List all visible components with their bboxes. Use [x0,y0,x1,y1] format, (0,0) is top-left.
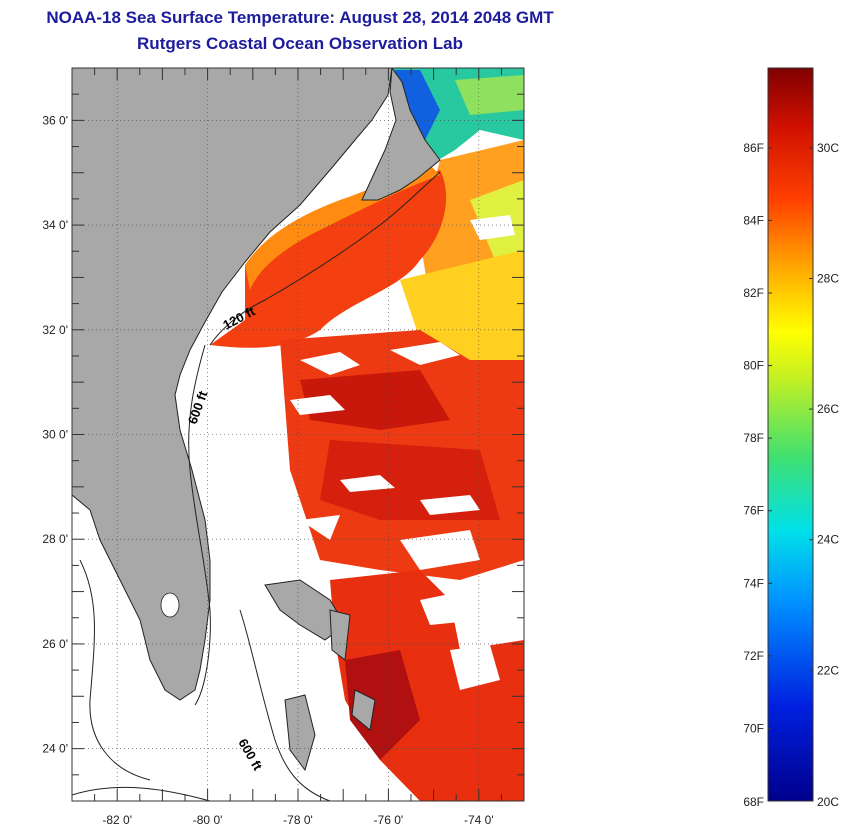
isobath-600ft-bahamas [239,609,331,801]
cloud-gap [390,342,460,365]
sst-south-hot [345,650,420,760]
colorbar-label-f: 78F [743,431,764,445]
land-outer-banks [361,68,441,201]
colorbar-label-f: 68F [743,795,764,809]
colorbar-label-f: 84F [743,213,764,227]
lat-label: 30 0' [42,428,68,442]
colorbar-label-f: 72F [743,649,764,663]
lon-label: -82 0' [102,813,132,827]
colorbar-label-c: 28C [817,271,839,285]
cloud-gap [420,495,480,515]
lake-okeechobee [160,592,180,618]
map-subtitle: Rutgers Coastal Ocean Observation Lab [137,34,463,53]
graticule [72,68,524,801]
land-abaco [329,609,351,661]
isobath-gulf [79,559,151,781]
cloud-gap [340,475,395,492]
isobath-600ft [188,344,211,706]
lon-label: -74 0' [464,813,494,827]
colorbar-label-f: 80F [743,359,764,373]
cloud-gap [400,530,480,570]
land-eleuthera [351,689,376,731]
cloud-gap [470,215,515,240]
lat-label: 24 0' [42,742,68,756]
sst-gulf-stream [210,170,447,348]
axis-ticks [71,67,525,802]
sst-cold-pocket [395,70,440,140]
sst-hot-core [300,370,450,430]
sst-map: 120 ft 600 ft 600 ft 36 0'34 0'32 0'30 0… [42,67,525,827]
sst-shelf-water [245,165,440,290]
colorbar-label-c: 30C [817,141,839,155]
land-andros [284,694,316,772]
cloud-gap [300,515,340,540]
cloud-gap [450,645,500,690]
longitude-labels: -82 0' -80 0' -78 0' -76 0' -74 0' [102,813,493,827]
colorbar-label-c: 24C [817,533,839,547]
sst-cool-band [455,75,524,115]
colorbar-label-c: 22C [817,663,839,677]
lat-label: 26 0' [42,637,68,651]
lat-label: 28 0' [42,532,68,546]
colorbar-label-f: 82F [743,286,764,300]
cloud-gap [300,352,360,375]
colorbar-gradient [767,67,814,802]
isobath-120ft [209,171,441,346]
land-southeast-us [72,68,393,701]
lat-label: 36 0' [42,113,68,127]
latitude-labels: 36 0' 34 0' 32 0' 30 0' 28 0' 26 0' 24 0' [42,113,68,755]
colorbar-label-f: 86F [743,141,764,155]
colorbar-label-f: 76F [743,504,764,518]
lat-label: 34 0' [42,218,68,232]
cloud-gap [290,395,345,415]
colorbar-celsius-labels: 30C 28C 26C 24C 22C 20C [809,141,839,809]
colorbar-label-c: 26C [817,402,839,416]
coastline-cuba [72,786,211,801]
lon-label: -78 0' [283,813,313,827]
colorbar-label-f: 70F [743,721,764,735]
colorbar-fahrenheit-labels: 86F 84F 82F 80F 78F 76F 74F 72F 70F 68F [743,141,772,809]
lon-label: -76 0' [374,813,404,827]
sst-yellow-band [400,250,524,360]
map-title: NOAA-18 Sea Surface Temperature: August … [46,8,554,27]
lon-label: -80 0' [193,813,223,827]
colorbar-label-f: 74F [743,576,764,590]
colorbar-label-c: 20C [817,795,839,809]
cloud-gap [420,590,480,625]
lat-label: 32 0' [42,323,68,337]
